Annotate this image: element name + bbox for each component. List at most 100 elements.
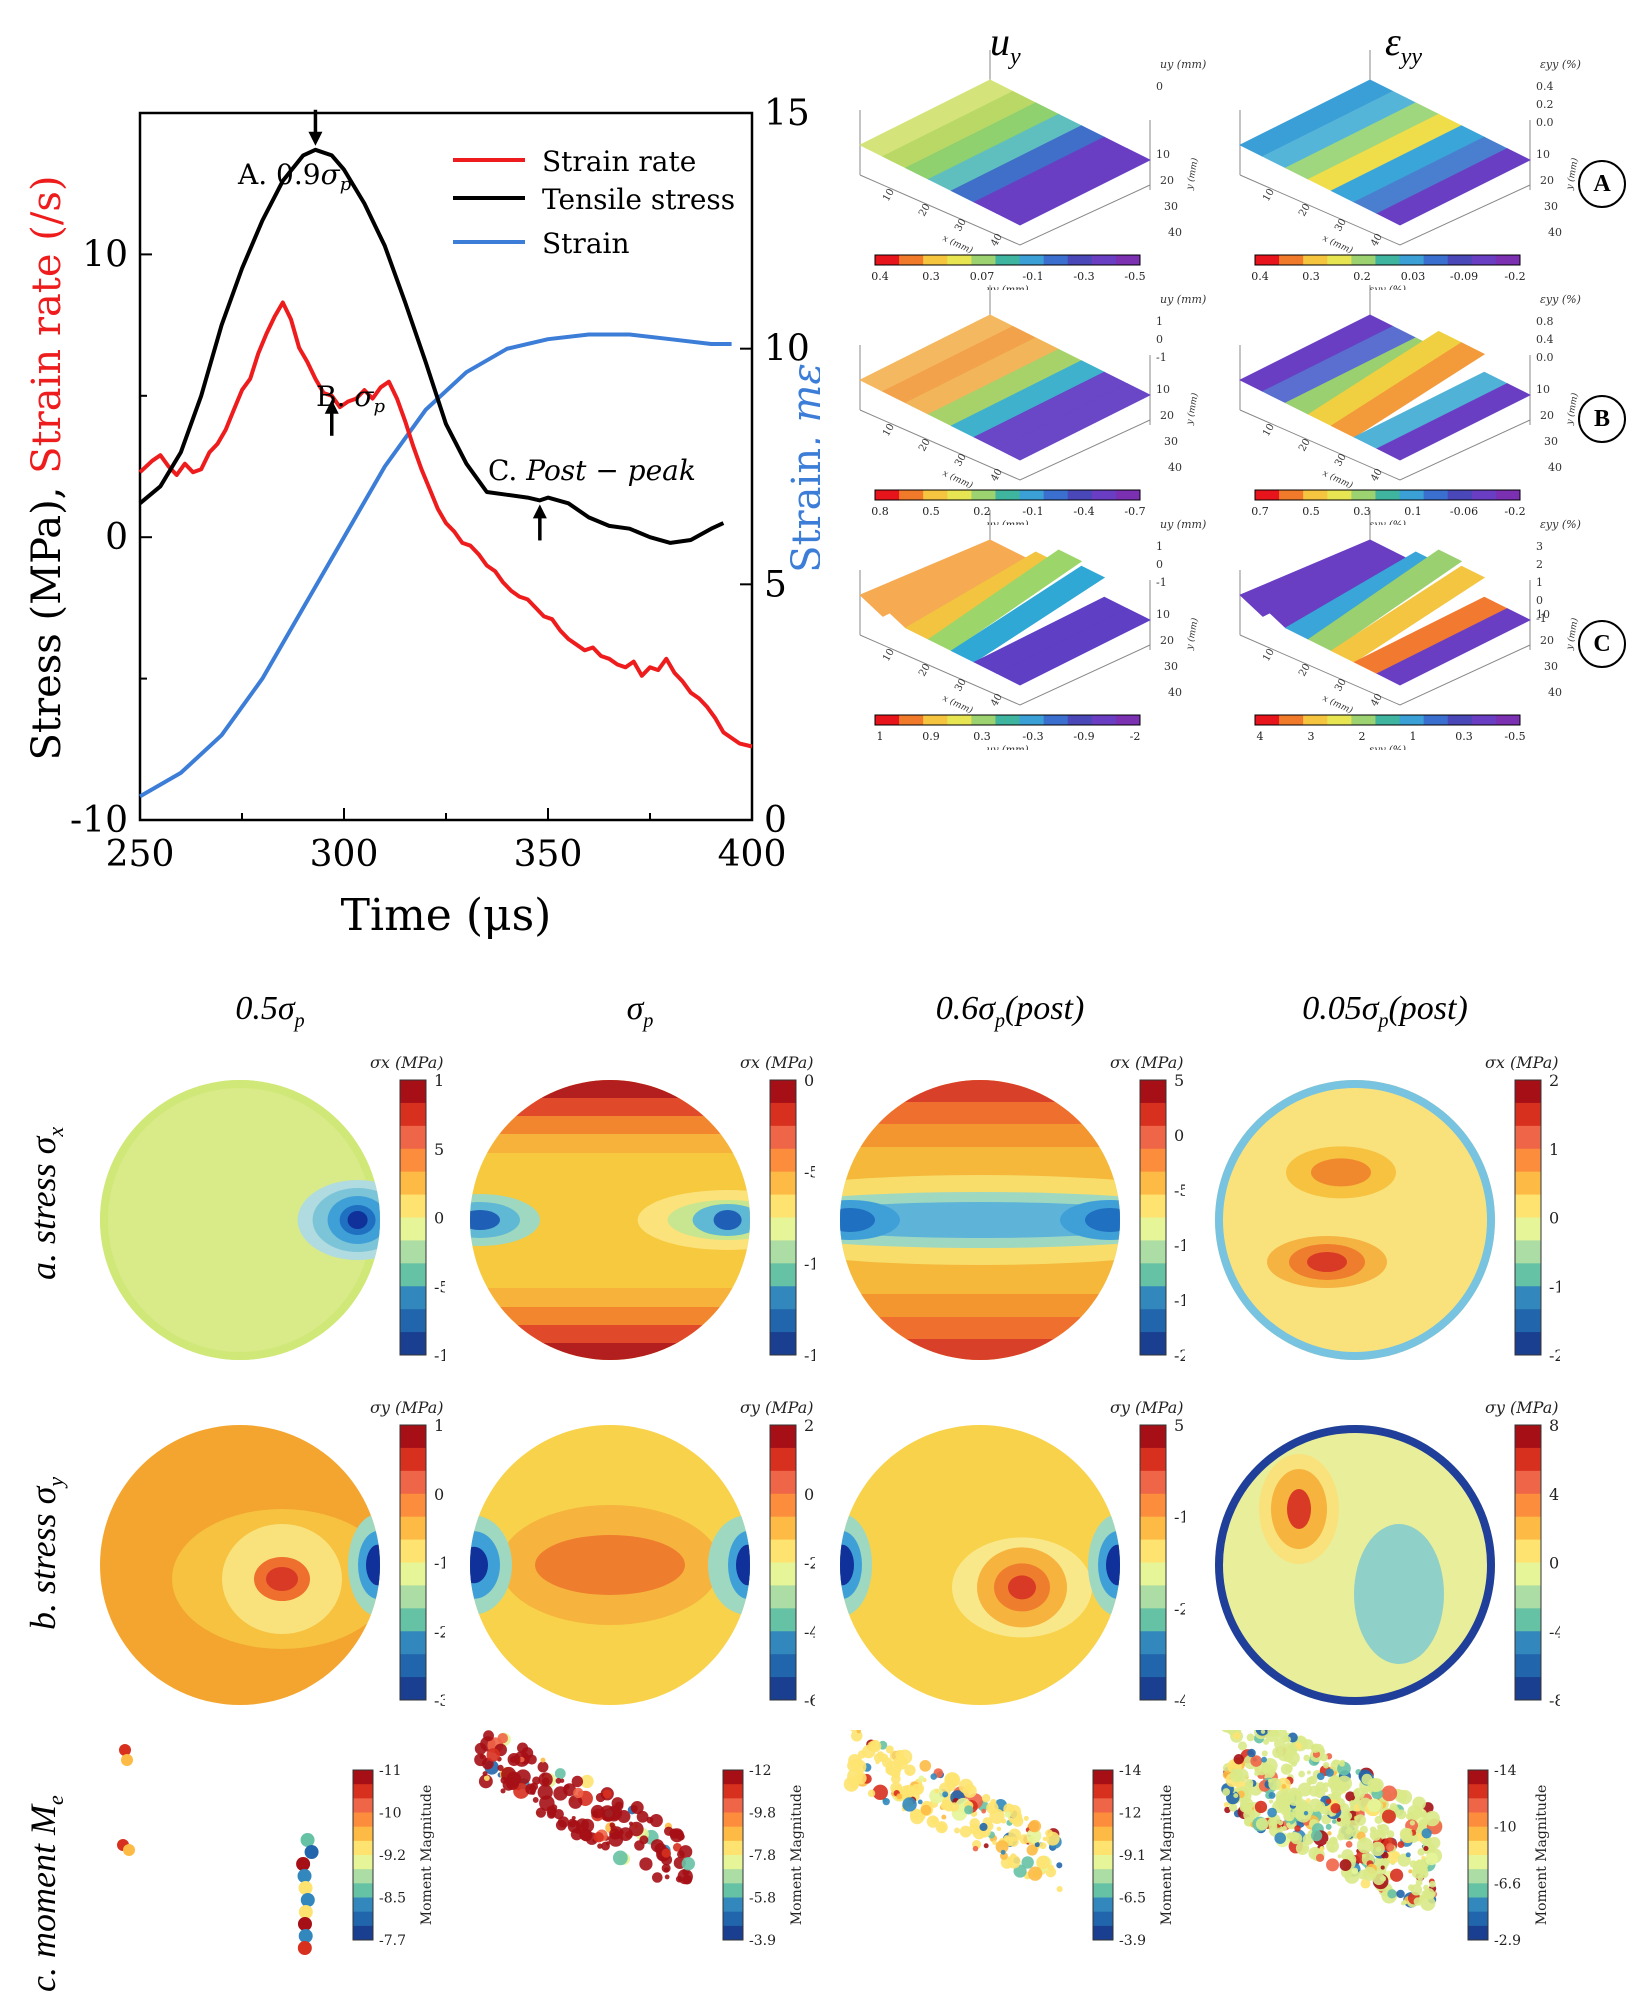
surface-band	[1376, 148, 1531, 226]
event-point	[1045, 1831, 1060, 1846]
moment-map-4: -14 -10 -6.6 -2.9 Moment Magnitude	[1221, 1730, 1550, 1949]
surface-band	[1307, 549, 1463, 652]
y-tick-label: 10	[1156, 148, 1170, 161]
contour-fill	[470, 1080, 750, 1360]
colorbar-cell	[723, 1883, 743, 1898]
colorbar-tick: -2.9	[1494, 1933, 1521, 1949]
event-point	[652, 1872, 663, 1883]
colorbar-frame	[769, 1424, 797, 1701]
colorbar-cell	[1067, 715, 1093, 725]
event-point	[1331, 1837, 1338, 1844]
colorbar-cell	[1019, 490, 1045, 500]
colorbar-cell	[770, 1194, 796, 1218]
y-tick-label: 20	[1160, 409, 1174, 422]
y-tick-label: 10	[1156, 383, 1170, 396]
col-title-uy: uy	[990, 19, 1021, 70]
event-point	[497, 1764, 504, 1772]
y-tick-label: 10	[1536, 608, 1550, 621]
event-point	[1330, 1803, 1341, 1814]
event-point	[573, 1787, 584, 1799]
event-point	[1399, 1827, 1413, 1841]
event-point	[1329, 1812, 1334, 1817]
colorbar-cell	[400, 1332, 426, 1356]
event-point	[1425, 1852, 1438, 1866]
colorbar-frame	[722, 1769, 744, 1941]
colorbar-frame	[1254, 489, 1521, 501]
event-point	[1021, 1856, 1034, 1869]
y-axis-label-rate: Strain rate (/s)	[24, 176, 70, 474]
colorbar-tick: 0.9	[922, 730, 940, 743]
x-tick-label: 30	[1333, 217, 1349, 234]
colorbar-tick: 2	[1359, 730, 1366, 743]
colorbar-tick: 0.5	[1302, 505, 1320, 518]
event-points	[474, 1730, 696, 1885]
colorbar-tick: -100	[1174, 1236, 1185, 1255]
colorbar-cell	[723, 1798, 743, 1813]
surface-band	[996, 148, 1151, 226]
colorbar-cell	[1423, 255, 1449, 265]
z-axis-label: εyy (%)	[1540, 293, 1581, 306]
colorbar-label: σy (MPa)	[1485, 1398, 1559, 1417]
colorbar-tick: -4	[1549, 1622, 1560, 1641]
event-point	[1369, 1829, 1382, 1841]
event-point	[1056, 1886, 1063, 1893]
event-point	[593, 1832, 604, 1843]
event-point	[1232, 1731, 1241, 1740]
event-point	[1028, 1866, 1043, 1881]
x-tick-label: 30	[1333, 677, 1349, 694]
event-point	[1228, 1803, 1238, 1812]
x-axis-label: x (mm)	[1321, 233, 1355, 257]
event-point	[1345, 1828, 1352, 1835]
colorbar-cell	[1447, 715, 1473, 725]
colorbar-cell	[1515, 1470, 1541, 1495]
z-tick-label: 1	[1536, 576, 1543, 589]
y-tick-label: 10	[1156, 608, 1170, 621]
event-points	[1221, 1730, 1443, 1911]
colorbar-cell	[723, 1897, 743, 1913]
colorbar-cell	[400, 1194, 426, 1218]
event-point	[1255, 1817, 1269, 1831]
colorbar-label: εyy (%)	[1369, 520, 1406, 525]
event-point	[1421, 1828, 1432, 1839]
colorbar-tick: -6.6	[1494, 1876, 1521, 1892]
event-point	[614, 1801, 624, 1811]
surface-band	[996, 608, 1151, 686]
colorbar-tick: -12	[749, 1763, 772, 1779]
y-axis-label-right: Strain, mε	[784, 363, 820, 573]
event-point	[1303, 1801, 1310, 1808]
colorbar-cell	[770, 1677, 796, 1701]
z-tick-label: -1	[1156, 576, 1167, 589]
colorbar-cell	[353, 1925, 373, 1941]
event-point	[1290, 1832, 1303, 1845]
colorbar-cell	[1093, 1911, 1113, 1927]
event-point	[1380, 1865, 1385, 1870]
event-point	[555, 1777, 562, 1784]
colorbar-label: εyy (%)	[1369, 745, 1406, 750]
colorbar-cell	[770, 1516, 796, 1541]
event-point	[1381, 1785, 1398, 1802]
y-tick-label-right: 10	[764, 329, 810, 370]
event-point	[1268, 1777, 1282, 1791]
colorbar-cell	[923, 255, 948, 265]
event-point	[1310, 1829, 1323, 1842]
event-point	[298, 1881, 313, 1895]
colorbar-cell	[875, 715, 900, 725]
colorbar-tick: -200	[1174, 1346, 1185, 1365]
event-point	[617, 1810, 631, 1823]
colorbar-cell	[1140, 1585, 1166, 1609]
colorbar-tick: -40	[1174, 1691, 1185, 1710]
colorbar-cell	[400, 1493, 426, 1518]
surface-row-c: 10 20 30 40 x (mm) 10 20 30 40 y (mm) 1 0 -1 uy (mm) 1…	[850, 510, 1646, 750]
colorbar-tick: -8	[1549, 1691, 1560, 1710]
event-point	[981, 1794, 991, 1803]
event-point	[619, 1830, 624, 1835]
x-tick-label: 30	[1333, 452, 1349, 469]
event-point	[629, 1821, 644, 1837]
colorbar-cell	[770, 1080, 796, 1104]
event-point	[483, 1730, 494, 1742]
colorbar-cell	[400, 1240, 426, 1264]
colorbar-cell	[1515, 1677, 1541, 1701]
colorbar-cell	[1093, 1925, 1113, 1941]
event-point	[1396, 1809, 1407, 1820]
